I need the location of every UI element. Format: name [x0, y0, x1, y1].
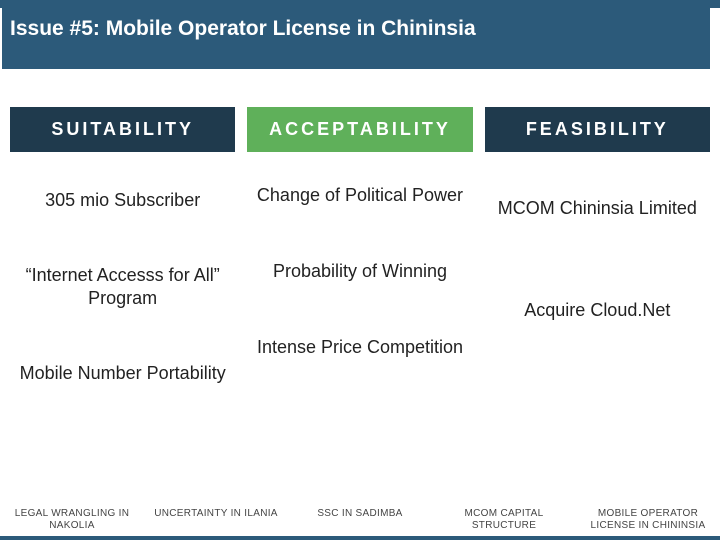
footer-tab[interactable]: UNCERTAINTY IN ILANIA — [144, 500, 288, 536]
column-body-acceptability: Change of Political Power Probability of… — [247, 152, 472, 382]
footer-tab[interactable]: MCOM CAPITAL STRUCTURE — [432, 500, 576, 536]
saf-grid: SUITABILITY 305 mio Subscriber “Internet… — [10, 107, 710, 413]
column-header-feasibility: FEASIBILITY — [485, 107, 710, 152]
column-body-feasibility: MCOM Chininsia Limited Acquire Cloud.Net — [485, 152, 710, 358]
feasibility-item: Acquire Cloud.Net — [485, 262, 710, 358]
feasibility-item: MCOM Chininsia Limited — [485, 160, 710, 256]
slide-title: Issue #5: Mobile Operator License in Chi… — [2, 7, 710, 69]
suitability-item: “Internet Accesss for All” Program — [10, 246, 235, 327]
column-header-suitability: SUITABILITY — [10, 107, 235, 152]
suitability-item: 305 mio Subscriber — [10, 160, 235, 240]
footer-tab[interactable]: LEGAL WRANGLING IN NAKOLIA — [0, 500, 144, 536]
acceptability-item: Intense Price Competition — [247, 312, 472, 382]
footer-tab[interactable]: SSC IN SADIMBA — [288, 500, 432, 536]
slide: Issue #5: Mobile Operator License in Chi… — [0, 0, 720, 540]
footer-tab[interactable]: MOBILE OPERATOR LICENSE IN CHININSIA — [576, 500, 720, 536]
column-acceptability: ACCEPTABILITY Change of Political Power … — [247, 107, 472, 413]
suitability-item: Mobile Number Portability — [10, 333, 235, 413]
column-feasibility: FEASIBILITY MCOM Chininsia Limited Acqui… — [485, 107, 710, 413]
column-header-acceptability: ACCEPTABILITY — [247, 107, 472, 152]
acceptability-item: Change of Political Power — [247, 160, 472, 230]
column-body-suitability: 305 mio Subscriber “Internet Accesss for… — [10, 152, 235, 413]
column-suitability: SUITABILITY 305 mio Subscriber “Internet… — [10, 107, 235, 413]
acceptability-item: Probability of Winning — [247, 236, 472, 306]
footer-tabs: LEGAL WRANGLING IN NAKOLIA UNCERTAINTY I… — [0, 500, 720, 540]
